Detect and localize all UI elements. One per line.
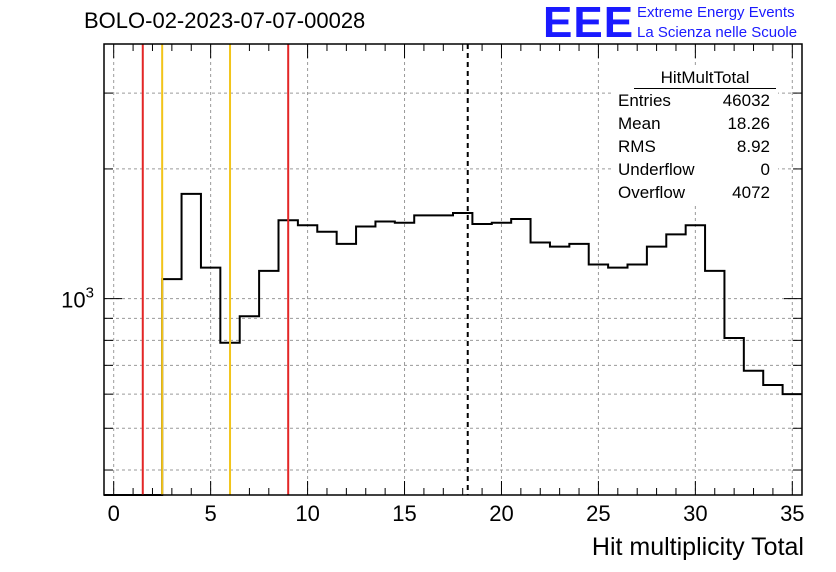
histogram-bin [414,215,433,495]
histogram-bin [550,247,569,495]
x-tick-label: 20 [489,501,513,526]
histogram-bin [182,194,201,495]
histogram-bin [259,271,278,495]
histogram-bin [724,338,743,495]
x-axis-label: Hit multiplicity Total [591,533,804,561]
eee-logo-text: Extreme Energy Events La Scienza nelle S… [637,3,797,43]
y-tick-label: 103 [61,285,94,313]
x-tick-label: 0 [108,501,120,526]
histogram-bin [375,222,394,495]
stats-row-rms: RMS 8.92 [612,135,778,158]
stats-label: Entries [618,91,671,110]
x-tick-label: 15 [392,501,416,526]
histogram-bin [162,279,181,495]
histogram-bin [472,224,491,495]
stats-box: HitMultTotal Entries 46032 Mean 18.26 RM… [612,68,778,204]
histogram-bin [744,371,763,495]
stats-label: Overflow [618,183,686,202]
x-tick-label: 35 [780,501,804,526]
histogram-bin [647,247,666,495]
histogram-bin [608,268,627,495]
histogram-bin [453,213,472,495]
histogram-bin [240,316,259,495]
stats-label: Underflow [618,160,695,179]
stats-row-mean: Mean 18.26 [612,112,778,135]
logo-line-2: La Scienza nelle Scuole [637,24,798,41]
histogram-bin [705,271,724,495]
histogram-bin [356,227,375,495]
stats-value: 4072 [732,183,770,202]
histogram-bin [783,394,802,495]
histogram-bin [337,244,356,495]
logo-line-1: Extreme Energy Events [637,4,795,21]
histogram-bin [434,215,453,495]
histogram-bin [666,234,685,495]
stats-row-entries: Entries 46032 [612,89,778,112]
stats-value: 8.92 [736,137,770,156]
x-tick-label: 5 [205,501,217,526]
x-tick-label: 25 [586,501,610,526]
plot-frame [103,43,803,496]
stats-value: 18.26 [727,114,770,133]
histogram-outline [104,192,802,496]
stats-row-underflow: Underflow 0 [612,158,778,181]
histogram-bin [569,244,588,495]
chart-title: BOLO-02-2023-07-07-00028 [84,8,366,33]
stats-label: RMS [618,137,656,156]
eee-logo-mark: EEE [543,0,635,47]
histogram-bin [317,232,336,495]
stats-box-title: HitMultTotal [634,68,776,89]
stats-row-overflow: Overflow 4072 [612,181,778,204]
stats-label: Mean [618,114,661,133]
stats-value: 46032 [722,91,770,110]
histogram-bin [511,219,530,495]
histogram-bin [531,242,550,495]
x-tick-label: 30 [683,501,707,526]
histogram-bin [763,385,782,495]
histogram-bin [628,264,647,495]
stats-value: 0 [760,160,770,179]
x-tick-label: 10 [295,501,319,526]
